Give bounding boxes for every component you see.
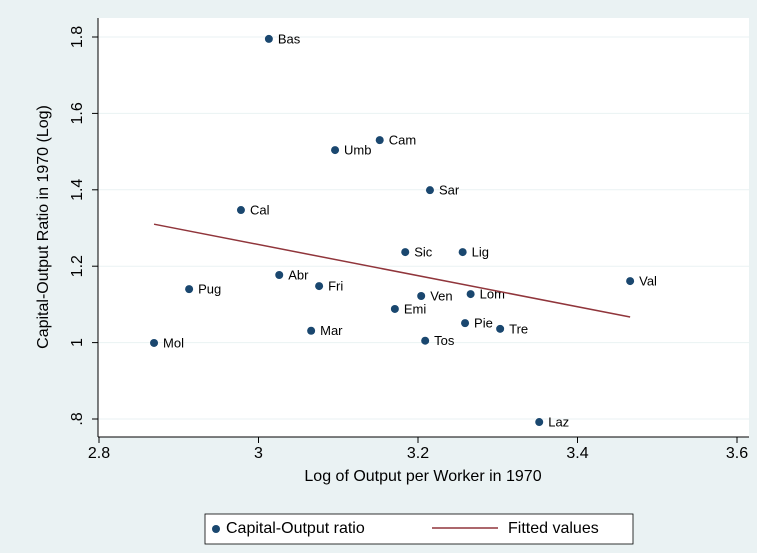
point <box>185 285 194 294</box>
point <box>461 319 470 328</box>
point-label: Val <box>639 274 657 289</box>
point-label: Cam <box>389 133 416 148</box>
point <box>264 34 273 43</box>
y-tick-label: 1.6 <box>69 102 86 124</box>
y-tick-label: 1.4 <box>69 179 86 201</box>
point-label: Sar <box>439 183 460 198</box>
point-label: Umb <box>344 143 371 158</box>
point <box>466 290 475 299</box>
point <box>425 186 434 195</box>
point <box>331 146 340 155</box>
point <box>315 282 324 291</box>
point <box>535 418 544 427</box>
legend-label: Capital-Output ratio <box>226 520 365 537</box>
point <box>375 136 384 145</box>
plot-area <box>98 18 749 437</box>
y-axis-title: Capital-Output Ratio in 1970 (Log) <box>35 105 52 349</box>
point-label: Tos <box>434 333 455 348</box>
point-label: Tre <box>509 321 528 336</box>
point-label: Ven <box>430 288 452 303</box>
x-tick-label: 3.2 <box>407 445 429 462</box>
point-label: Pie <box>474 316 493 331</box>
point-label: Laz <box>548 414 569 429</box>
y-tick-label: 1.2 <box>69 255 86 277</box>
legend-marker <box>212 525 220 533</box>
fit-line <box>153 223 631 318</box>
point <box>496 324 505 333</box>
legend-label: Fitted values <box>508 520 599 537</box>
point-label: Abr <box>288 267 309 282</box>
x-tick-label: 3.6 <box>726 445 748 462</box>
legend <box>204 513 634 545</box>
point-label: Bas <box>278 31 301 46</box>
point <box>626 277 635 286</box>
point <box>150 338 159 347</box>
x-tick-label: 3.4 <box>566 445 588 462</box>
y-tick-label: .8 <box>69 412 86 425</box>
point-label: Mol <box>163 335 184 350</box>
point <box>458 248 467 257</box>
point-label: Lig <box>472 245 489 260</box>
point-label: Cal <box>250 202 270 217</box>
point <box>275 270 284 279</box>
x-axis-title: Log of Output per Worker in 1970 <box>304 468 541 485</box>
point <box>390 304 399 313</box>
point <box>307 326 316 335</box>
point <box>236 206 245 215</box>
point-label: Lom <box>480 287 505 302</box>
point <box>417 291 426 300</box>
y-tick-label: 1 <box>69 338 86 347</box>
x-tick-label: 2.8 <box>88 445 110 462</box>
point-label: Mar <box>320 323 343 338</box>
x-tick-label: 3 <box>254 445 263 462</box>
point-label: Pug <box>198 282 221 297</box>
point-label: Fri <box>328 279 343 294</box>
y-tick-label: 1.8 <box>69 26 86 48</box>
point <box>401 248 410 257</box>
point-label: Emi <box>404 301 427 316</box>
point <box>421 336 430 345</box>
point-label: Sic <box>414 245 433 260</box>
